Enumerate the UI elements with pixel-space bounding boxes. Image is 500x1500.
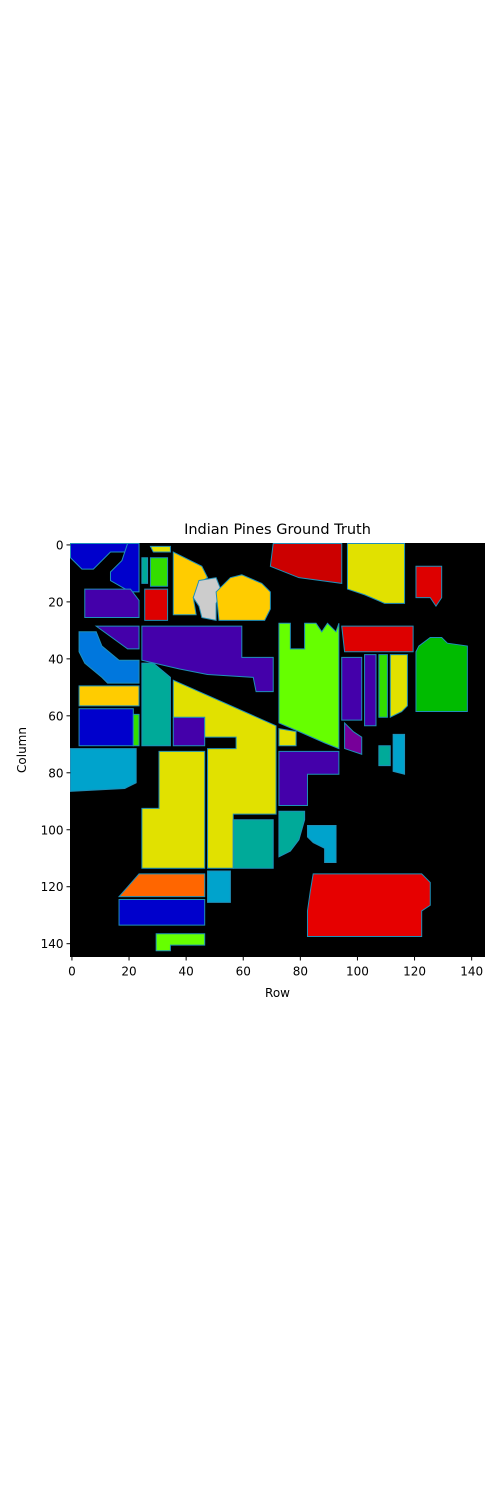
class-region-39 [392, 733, 406, 775]
class-region-35 [389, 654, 408, 719]
class-region-22 [232, 819, 274, 869]
class-region-11 [149, 557, 169, 587]
y-tick-label: 60 [48, 709, 63, 723]
class-region-32 [341, 656, 363, 721]
class-region-3 [84, 588, 140, 619]
x-tick-label: 140 [460, 965, 483, 979]
x-tick-label: 100 [346, 965, 369, 979]
class-region-44 [306, 873, 431, 938]
class-region-9 [94, 625, 140, 650]
class-region-17 [141, 625, 274, 693]
class-region-7 [132, 713, 140, 747]
class-region-30 [278, 622, 340, 750]
class-region-43 [306, 824, 337, 864]
class-region-10 [141, 557, 149, 584]
class-region-6 [78, 708, 134, 747]
x-tick-label: 40 [178, 965, 193, 979]
class-region-38 [378, 745, 391, 767]
class-region-15 [192, 577, 223, 622]
y-tick-label: 40 [48, 652, 63, 666]
class-region-8 [70, 748, 137, 792]
chart-title: Indian Pines Ground Truth [184, 522, 371, 538]
x-tick-label: 80 [293, 965, 308, 979]
class-region-28 [346, 543, 406, 604]
x-axis-label: Row [265, 986, 290, 1000]
class-region-29 [415, 565, 443, 608]
class-region-21 [141, 750, 206, 869]
class-region-4 [78, 631, 140, 684]
class-region-16 [215, 574, 271, 621]
class-region-33 [364, 654, 377, 727]
class-region-40 [278, 728, 297, 747]
class-region-42 [278, 810, 306, 858]
class-region-5 [78, 685, 140, 707]
class-region-36 [415, 636, 468, 713]
class-region-23 [207, 870, 231, 903]
x-tick-label: 120 [403, 965, 426, 979]
y-tick-label: 0 [56, 538, 64, 552]
class-region-2 [109, 543, 140, 593]
class-region-25 [118, 899, 206, 926]
class-region-31 [341, 625, 414, 653]
y-axis: 0 20 40 60 80 100 120 140 [41, 538, 71, 951]
plot-area [70, 543, 485, 957]
x-tick-label: 20 [121, 965, 136, 979]
y-tick-label: 80 [48, 766, 63, 780]
y-tick-label: 140 [41, 937, 64, 951]
class-region-13 [144, 588, 169, 621]
x-axis: 0 20 40 60 80 100 120 140 [68, 956, 483, 979]
class-region-27 [269, 543, 343, 584]
y-tick-label: 120 [41, 880, 64, 894]
class-region-41 [278, 750, 340, 807]
y-tick-label: 100 [41, 823, 64, 837]
class-regions [70, 543, 468, 952]
class-region-19 [172, 716, 206, 747]
class-region-24 [117, 873, 206, 898]
x-tick-label: 0 [68, 965, 76, 979]
class-region-26 [155, 933, 206, 952]
x-tick-label: 60 [236, 965, 251, 979]
class-region-20 [172, 679, 277, 869]
y-axis-label: Column [15, 727, 29, 773]
class-region-18 [141, 662, 171, 747]
y-tick-label: 20 [48, 595, 63, 609]
class-region-12 [149, 545, 171, 553]
class-region-34 [378, 654, 388, 718]
class-region-37 [344, 721, 363, 755]
